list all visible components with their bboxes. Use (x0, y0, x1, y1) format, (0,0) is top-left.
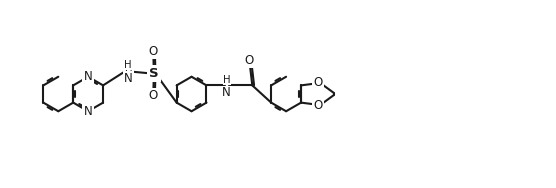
Text: N: N (84, 105, 92, 118)
Text: N: N (124, 72, 132, 85)
Text: N: N (222, 86, 231, 99)
Text: O: O (314, 76, 322, 89)
Text: O: O (245, 54, 254, 67)
Text: S: S (149, 67, 158, 80)
Text: H: H (125, 65, 132, 75)
Text: O: O (148, 89, 157, 102)
Text: O: O (314, 99, 322, 112)
Text: O: O (148, 45, 157, 58)
Text: H: H (125, 60, 132, 70)
Text: N: N (84, 70, 92, 83)
Text: H: H (223, 75, 230, 85)
